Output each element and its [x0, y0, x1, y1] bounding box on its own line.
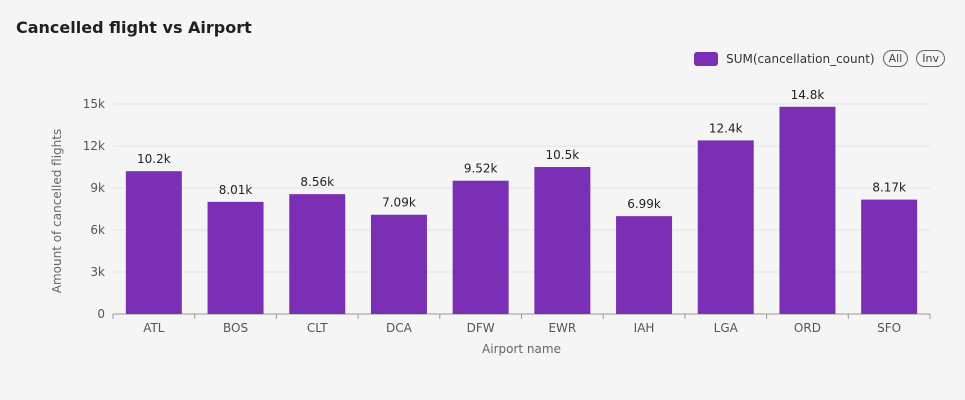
bar[interactable] [125, 171, 182, 314]
legend-swatch[interactable] [694, 51, 719, 66]
legend-all-button[interactable]: All [882, 50, 909, 67]
data-label: 8.17k [872, 181, 906, 195]
x-tick-label: DCA [386, 321, 413, 335]
x-tick-label: CLT [307, 321, 328, 335]
bar[interactable] [697, 140, 754, 314]
data-label: 8.56k [300, 175, 334, 189]
x-tick-label: DFW [467, 321, 495, 335]
legend-invert-button[interactable]: Inv [916, 50, 945, 67]
x-tick-label: ATL [143, 321, 165, 335]
data-label: 14.8k [791, 88, 825, 102]
bar[interactable] [534, 167, 591, 314]
bar[interactable] [452, 180, 509, 314]
y-tick-label: 12k [83, 139, 105, 153]
legend-series-label[interactable]: SUM(cancellation_count) [726, 51, 875, 66]
data-label: 10.5k [546, 148, 580, 162]
x-tick-label: IAH [634, 321, 655, 335]
y-axis-title: Amount of cancelled flights [50, 129, 64, 293]
data-label: 6.99k [627, 197, 661, 211]
x-tick-label: SFO [877, 321, 901, 335]
x-tick-label: BOS [223, 321, 248, 335]
x-axis-title: Airport name [482, 342, 561, 356]
bar[interactable] [861, 199, 918, 314]
y-tick-label: 15k [83, 97, 105, 111]
bar[interactable] [616, 216, 673, 314]
bar[interactable] [779, 106, 836, 314]
x-tick-label: LGA [714, 321, 739, 335]
y-tick-label: 9k [90, 181, 105, 195]
data-label: 12.4k [709, 121, 743, 135]
x-tick-label: EWR [548, 321, 576, 335]
legend: SUM(cancellation_count) All Inv [694, 50, 945, 67]
data-label: 10.2k [137, 152, 171, 166]
data-label: 7.09k [382, 196, 416, 210]
bar[interactable] [289, 194, 346, 314]
chart-title: Cancelled flight vs Airport [16, 18, 252, 37]
data-label: 9.52k [464, 162, 498, 176]
bar[interactable] [370, 214, 427, 314]
data-label: 8.01k [219, 183, 253, 197]
x-tick-label: ORD [794, 321, 821, 335]
y-tick-label: 0 [97, 307, 105, 321]
y-tick-label: 3k [90, 265, 105, 279]
bar[interactable] [207, 201, 264, 314]
y-tick-label: 6k [90, 223, 105, 237]
